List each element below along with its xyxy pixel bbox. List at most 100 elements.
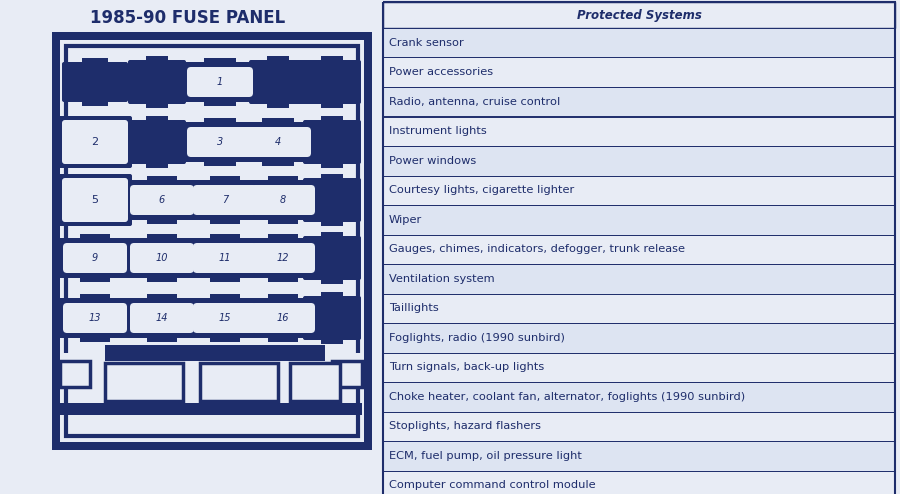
FancyBboxPatch shape [182,62,258,102]
Text: 1: 1 [217,77,223,87]
FancyBboxPatch shape [303,296,361,340]
FancyBboxPatch shape [246,238,320,278]
FancyBboxPatch shape [187,67,253,97]
Bar [383,175,895,205]
Bar [321,218,343,226]
Bar [267,100,289,108]
Bar [128,191,136,209]
Bar [383,2,895,494]
Bar [321,276,343,284]
FancyBboxPatch shape [63,243,127,273]
Bar [332,361,362,387]
Bar [52,353,60,361]
Bar [383,2,895,28]
Bar [383,412,895,441]
FancyBboxPatch shape [193,185,257,215]
FancyBboxPatch shape [58,238,132,278]
FancyBboxPatch shape [58,298,132,338]
Bar [262,158,294,166]
Bar [204,58,236,66]
Bar [383,235,895,264]
Bar [267,294,299,302]
Bar [383,117,895,146]
FancyBboxPatch shape [249,60,307,104]
FancyBboxPatch shape [188,298,262,338]
Text: 3: 3 [217,137,223,147]
FancyBboxPatch shape [182,122,258,162]
Bar [210,294,240,302]
Bar [383,57,895,87]
FancyBboxPatch shape [125,298,199,338]
Bar [60,361,90,387]
FancyBboxPatch shape [251,185,315,215]
Bar [267,56,289,64]
Bar [52,32,372,450]
FancyBboxPatch shape [62,62,128,102]
FancyBboxPatch shape [58,174,132,226]
Text: Foglights, radio (1990 sunbird): Foglights, radio (1990 sunbird) [389,333,565,343]
Bar [147,294,177,302]
Text: 1985-90 FUSE PANEL: 1985-90 FUSE PANEL [90,9,285,27]
Bar [210,274,240,282]
Bar [79,274,111,282]
Bar [105,363,183,401]
Bar [321,292,343,300]
Text: Stoplights, hazard flashers: Stoplights, hazard flashers [389,421,541,431]
Bar [321,100,343,108]
Text: 12: 12 [277,253,289,263]
Bar [383,293,895,323]
FancyBboxPatch shape [303,60,361,104]
Bar [54,191,62,209]
FancyBboxPatch shape [303,236,361,280]
Bar [383,146,895,175]
Text: Protected Systems: Protected Systems [577,8,701,22]
Text: 8: 8 [280,195,286,205]
FancyBboxPatch shape [187,127,253,157]
Bar [79,334,111,342]
FancyBboxPatch shape [130,303,194,333]
Bar [52,353,105,361]
Bar [321,336,343,344]
Text: Crank sensor: Crank sensor [389,38,464,48]
FancyBboxPatch shape [128,60,186,104]
Bar [210,234,240,242]
Bar [267,234,299,242]
Bar [200,363,278,401]
FancyBboxPatch shape [63,303,127,333]
FancyBboxPatch shape [125,238,199,278]
Text: 5: 5 [92,195,98,205]
Bar [383,470,895,494]
Bar [82,98,108,106]
Bar [60,403,362,415]
Text: 6: 6 [159,195,165,205]
Text: Power accessories: Power accessories [389,67,493,77]
Text: 14: 14 [156,313,168,323]
Text: 10: 10 [156,253,168,263]
Text: 16: 16 [277,313,289,323]
Bar [383,264,895,293]
Bar [383,382,895,412]
Bar [79,294,111,302]
Bar [147,234,177,242]
Bar [364,353,372,361]
Bar [321,232,343,240]
Bar [79,234,111,242]
FancyBboxPatch shape [245,127,311,157]
Text: Ventilation system: Ventilation system [389,274,495,284]
Text: 2: 2 [92,137,99,147]
FancyBboxPatch shape [303,120,361,164]
Bar [204,158,236,166]
Bar [82,58,108,66]
Bar [204,98,236,106]
Bar [383,353,895,382]
Text: 13: 13 [89,313,101,323]
Bar [146,100,168,108]
Text: Wiper: Wiper [389,215,422,225]
Bar [267,216,299,224]
Bar [105,345,325,361]
Bar [210,216,240,224]
Bar [321,160,343,168]
Bar [325,353,372,361]
FancyBboxPatch shape [62,178,128,222]
Bar [210,176,240,184]
